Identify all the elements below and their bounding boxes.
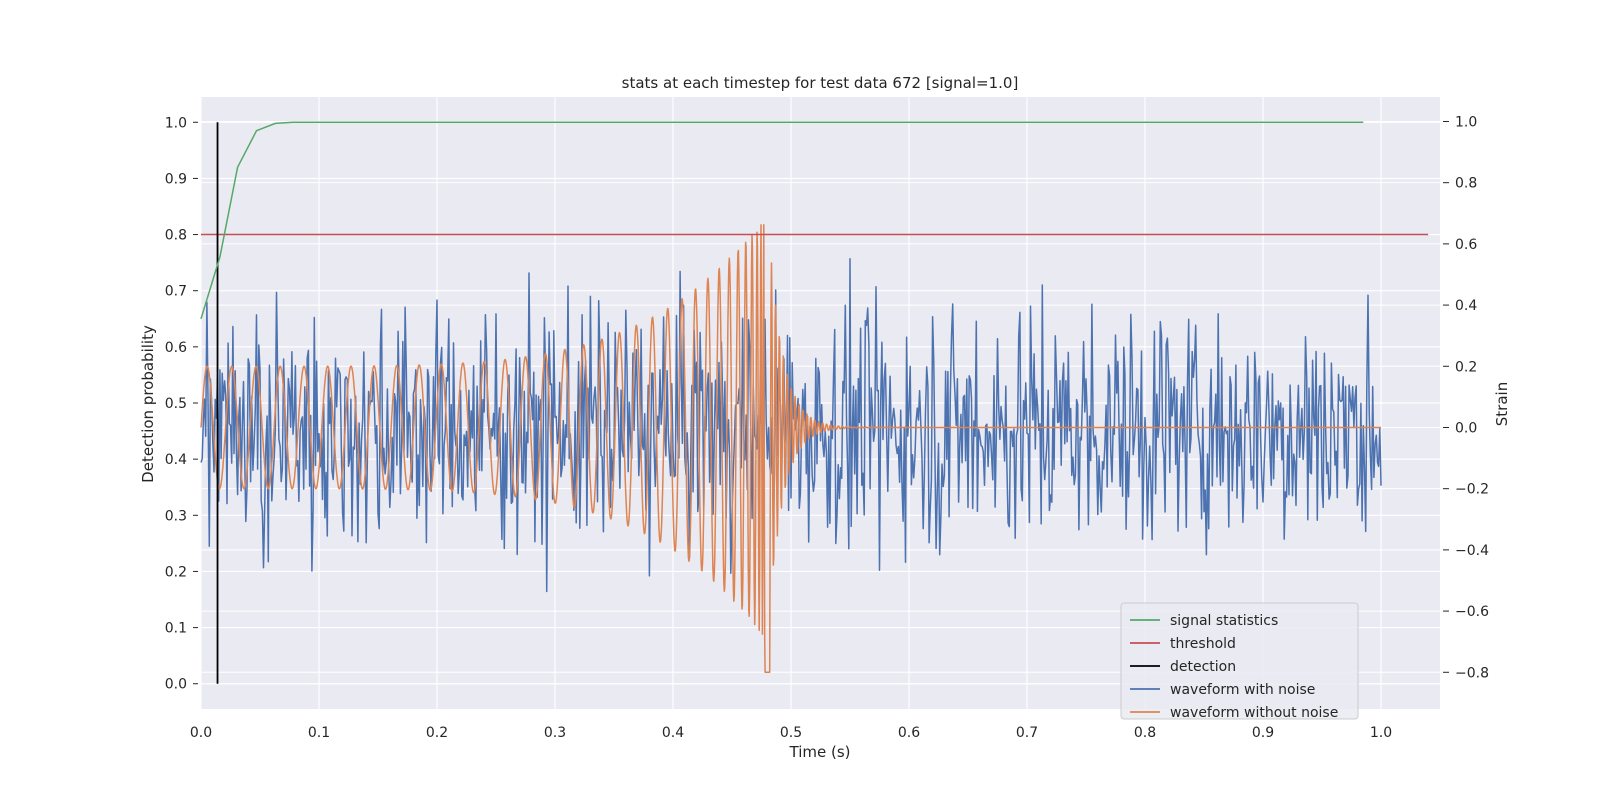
legend-box [1120, 602, 1359, 720]
y-right-tick-label: −0.6 [1455, 604, 1489, 620]
y-right-tick-label: 0.6 [1455, 237, 1477, 253]
series-line-signal-statistics [200, 121, 1364, 320]
legend-label: detection [1170, 659, 1236, 675]
y-right-tick-label: −0.4 [1455, 543, 1489, 559]
x-tick-label: 0.4 [662, 725, 684, 741]
y-left-tick-label: 0.9 [165, 171, 187, 187]
x-tick-label: 1.0 [1370, 725, 1392, 741]
x-tick-label: 0.1 [308, 725, 330, 741]
tick-labels: 0.0 0.1 0.2 0.3 0.4 0.5 0.6 0.7 0.8 0.9 1.0 0.0 0.1 0… [165, 114, 1489, 741]
y-axis-left-label: Detection probability [139, 325, 157, 483]
series-line-waveform-without-noise [200, 224, 1382, 674]
legend-label: waveform without noise [1170, 705, 1338, 721]
y-left-tick-label: 1.0 [165, 115, 187, 131]
legend-label: threshold [1170, 636, 1236, 652]
y-right-tick-label: 0.0 [1455, 420, 1477, 436]
legend-label: waveform with noise [1170, 682, 1315, 698]
x-tick-label: 0.2 [426, 725, 448, 741]
x-tick-label: 0.3 [544, 725, 566, 741]
x-tick-label: 0.0 [190, 725, 212, 741]
y-left-tick-label: 0.3 [165, 508, 187, 524]
y-right-tick-label: 0.4 [1455, 298, 1477, 314]
legend-label: signal statistics [1170, 613, 1278, 629]
x-tick-label: 0.8 [1134, 725, 1156, 741]
y-left-tick-label: 0.1 [165, 621, 187, 637]
x-tick-label: 0.6 [898, 725, 920, 741]
y-left-tick-label: 0.5 [165, 396, 187, 412]
x-tick-label: 0.7 [1016, 725, 1038, 741]
y-right-tick-label: 0.8 [1455, 176, 1477, 192]
x-tick-label: 0.9 [1252, 725, 1274, 741]
y-left-tick-label: 0.4 [165, 452, 187, 468]
chart-title: stats at each timestep for test data 672… [622, 74, 1019, 92]
y-right-tick-label: −0.8 [1455, 665, 1489, 681]
y-left-tick-label: 0.6 [165, 340, 187, 356]
y-left-tick-label: 0.0 [165, 677, 187, 693]
x-tick-label: 0.5 [780, 725, 802, 741]
y-left-tick-label: 0.7 [165, 284, 187, 300]
y-right-tick-label: −0.2 [1455, 482, 1489, 498]
y-right-tick-label: 1.0 [1455, 114, 1477, 130]
y-axis-right-label: Strain [1493, 382, 1511, 426]
x-axis-label: Time (s) [789, 743, 851, 761]
y-left-tick-label: 0.8 [165, 228, 187, 244]
series-line-waveform-with-noise [200, 257, 1382, 593]
y-left-tick-label: 0.2 [165, 564, 187, 580]
series-layer [200, 121, 1429, 684]
legend: signal statistics threshold detection wavef… [1120, 602, 1359, 721]
y-right-tick-label: 0.2 [1455, 359, 1477, 375]
